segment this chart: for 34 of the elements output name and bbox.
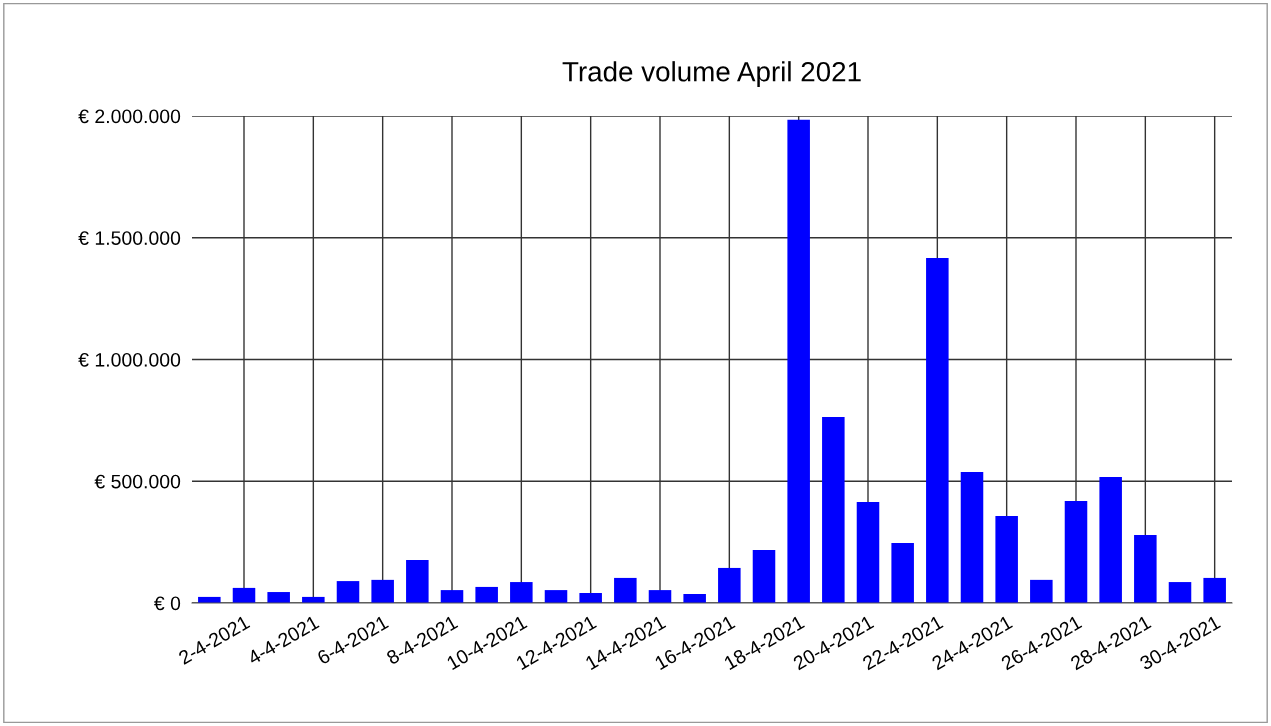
chart-title: Trade volume April 2021 xyxy=(562,61,861,88)
bar xyxy=(1030,579,1053,603)
bar xyxy=(1134,535,1157,603)
bar xyxy=(926,257,949,603)
bar xyxy=(752,549,776,603)
bar xyxy=(579,593,602,603)
bar xyxy=(995,516,1018,603)
bar xyxy=(683,593,706,603)
bar xyxy=(1203,577,1226,603)
bar xyxy=(822,416,845,603)
y-tick-label: € 2.000.000 xyxy=(78,109,181,124)
bar xyxy=(1064,500,1088,603)
y-tick-label: € 1.500.000 xyxy=(78,231,181,245)
bar xyxy=(232,587,256,603)
bar xyxy=(787,119,810,603)
bar xyxy=(648,590,672,603)
bar xyxy=(371,579,394,603)
y-tick-label: € 1.000.000 xyxy=(78,352,181,367)
bar xyxy=(267,592,290,603)
bar xyxy=(510,582,533,603)
bar xyxy=(856,501,880,603)
bar xyxy=(960,472,984,603)
bar xyxy=(891,543,914,603)
bar xyxy=(475,586,498,603)
bar xyxy=(1168,582,1192,603)
bar xyxy=(718,567,741,603)
bar xyxy=(1099,477,1122,603)
y-tick-label: € 500.000 xyxy=(94,474,181,489)
bar xyxy=(336,581,360,603)
bar xyxy=(614,577,637,603)
y-tick-label: € 0 xyxy=(154,596,181,611)
bar xyxy=(406,559,429,603)
bar xyxy=(440,590,464,603)
bar xyxy=(544,590,568,603)
